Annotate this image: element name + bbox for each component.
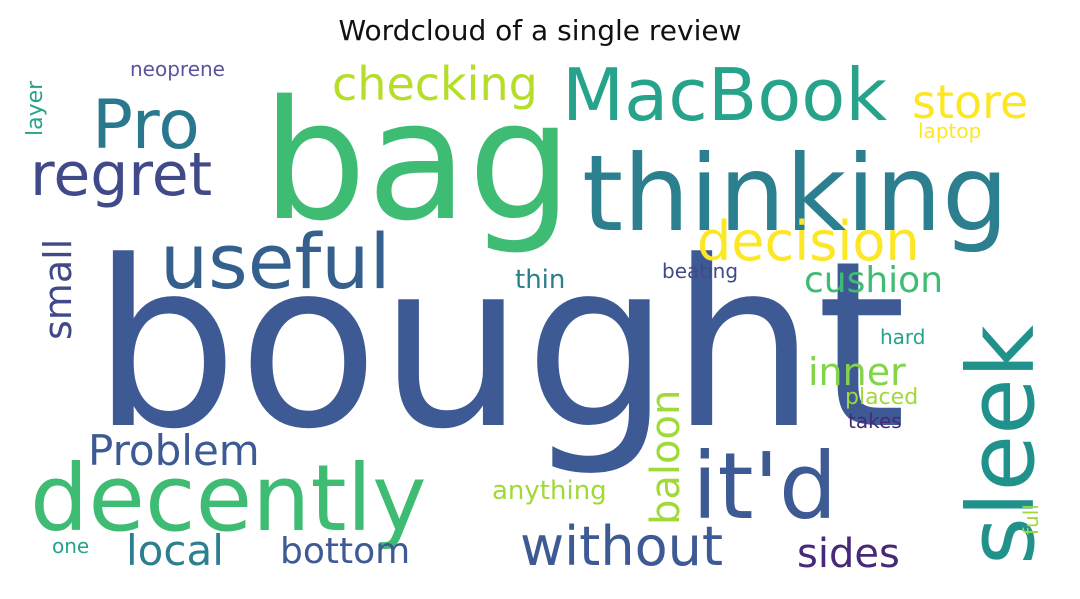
- word-hard: hard: [880, 325, 926, 349]
- word-it-d: it'd: [692, 433, 837, 540]
- word-regret: regret: [30, 140, 212, 210]
- word-takes: takes: [848, 409, 902, 433]
- word-bottom: bottom: [280, 531, 410, 572]
- word-layer: layer: [23, 80, 48, 136]
- word-neoprene: neoprene: [130, 57, 225, 81]
- word-thinking: thinking: [582, 133, 1009, 255]
- word-one: one: [52, 534, 89, 558]
- word-bought: bought: [92, 213, 906, 480]
- word-sleek: sleek: [948, 324, 1055, 565]
- word-sides: sides: [797, 531, 900, 577]
- word-laptop: laptop: [918, 119, 981, 143]
- word-pro: Pro: [92, 86, 200, 165]
- word-macbook: MacBook: [562, 53, 887, 137]
- word-full: full: [1019, 504, 1043, 535]
- word-baloon: baloon: [643, 390, 689, 525]
- word-cushion: cushion: [804, 260, 943, 301]
- word-decision: decision: [697, 210, 920, 273]
- word-useful: useful: [160, 217, 391, 306]
- word-thin: thin: [515, 265, 565, 295]
- word-beating: beating: [662, 259, 738, 283]
- word-decently: decently: [30, 445, 427, 552]
- word-bag: bag: [262, 65, 573, 257]
- word-store: store: [912, 75, 1028, 129]
- chart-title: Wordcloud of a single review: [338, 14, 742, 47]
- word-inner: inner: [808, 350, 906, 394]
- word-checking: checking: [332, 57, 538, 111]
- word-without: without: [520, 515, 723, 578]
- word-placed: placed: [845, 385, 918, 410]
- word-anything: anything: [492, 476, 607, 506]
- word-problem: Problem: [88, 426, 260, 475]
- word-local: local: [126, 526, 224, 575]
- word-small: small: [36, 239, 80, 340]
